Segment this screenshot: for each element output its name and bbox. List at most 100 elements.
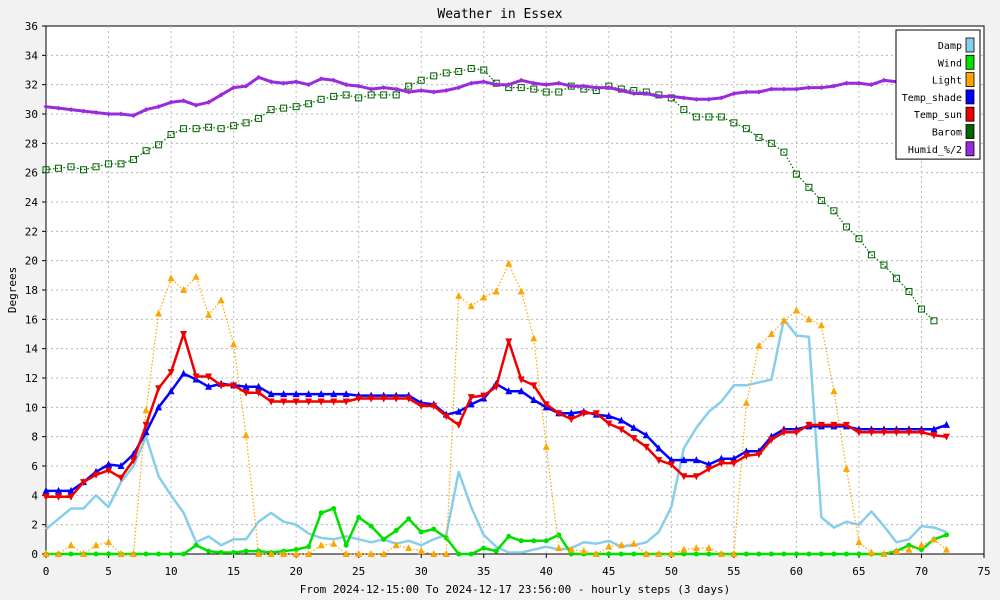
y-tick-label: 22: [25, 225, 38, 238]
light-point: [305, 550, 313, 557]
temp-sun-point: [530, 382, 538, 390]
humid-2-point: [806, 85, 812, 91]
legend-label-temp-sun: Temp_sun: [914, 110, 962, 121]
barom-point: [242, 119, 250, 127]
wind-point: [243, 548, 249, 554]
light-point: [330, 539, 338, 547]
legend-swatch-humid-2: [965, 141, 975, 157]
temp-shade-point: [692, 456, 700, 464]
humid-2-point: [643, 90, 649, 96]
temp-sun-point: [55, 493, 63, 501]
wind-point: [168, 551, 174, 557]
temp-sun-point: [705, 465, 713, 473]
barom-point: [167, 131, 175, 139]
y-tick-label: 20: [25, 255, 38, 268]
humid-2-point: [518, 77, 524, 83]
light-point: [55, 550, 63, 557]
light-point: [642, 550, 650, 557]
light-point: [655, 550, 663, 557]
humid-2-point: [256, 74, 262, 80]
light-point: [817, 321, 825, 329]
legend-swatch-temp-sun: [965, 106, 975, 122]
x-tick-label: 15: [227, 565, 240, 578]
temp-shade-point: [605, 412, 613, 420]
barom-point: [755, 133, 763, 141]
temp-sun-point: [367, 395, 375, 403]
light-point: [530, 334, 538, 342]
barom-point: [717, 113, 725, 121]
barom-point: [480, 66, 488, 74]
light-point: [630, 539, 638, 547]
legend-label-damp: Damp: [938, 41, 962, 52]
y-tick-label: 30: [25, 108, 38, 121]
light-point: [917, 541, 925, 549]
temp-sun-point: [642, 443, 650, 451]
barom-point: [342, 91, 350, 99]
wind-point: [418, 529, 424, 535]
temp-sun-point: [867, 429, 875, 437]
x-tick-label: 35: [477, 565, 490, 578]
y-tick-label: 6: [31, 460, 38, 473]
wind-point: [231, 550, 237, 556]
temp-shade-point: [630, 423, 638, 431]
temp-sun-point: [542, 401, 550, 409]
barom-point: [430, 72, 438, 80]
legend-label-light: Light: [932, 76, 962, 87]
wind-point: [343, 542, 349, 548]
light-point: [42, 550, 50, 557]
humid-2-point: [181, 98, 187, 104]
barom-point: [767, 139, 775, 147]
light-point: [705, 544, 713, 552]
barom-point: [230, 122, 238, 130]
temp-sun-point: [180, 331, 188, 338]
light-point: [292, 550, 300, 557]
light-point: [155, 309, 163, 317]
light-point: [667, 550, 675, 557]
y-tick-label: 28: [25, 137, 38, 150]
wind-point: [468, 551, 474, 557]
temp-shade-point: [105, 460, 113, 468]
light-point: [605, 542, 613, 550]
temp-shade-point: [117, 462, 125, 469]
series-light: [42, 259, 950, 557]
light-point: [867, 548, 875, 556]
wind-point: [293, 547, 299, 553]
barom-point: [917, 305, 925, 313]
temp-sun-point: [317, 398, 325, 406]
humid-2-point: [781, 86, 787, 92]
x-tick-label: 45: [602, 565, 615, 578]
wind-point: [768, 551, 774, 557]
y-tick-label: 36: [25, 20, 38, 33]
light-point: [892, 547, 900, 555]
wind-point: [918, 547, 924, 553]
series-damp: [45, 318, 947, 554]
temp-shade-point: [705, 460, 713, 468]
x-tick-label: 30: [415, 565, 428, 578]
barom-point: [255, 114, 263, 122]
humid-2-point: [843, 80, 849, 86]
humid-2-point: [343, 82, 349, 88]
barom-point: [217, 125, 225, 133]
humid-2-point: [631, 90, 637, 96]
barom-point: [292, 103, 300, 111]
humid-2-point: [693, 96, 699, 102]
wind-point: [568, 551, 574, 557]
light-point: [755, 341, 763, 349]
temp-shade-point: [655, 444, 663, 452]
temp-sun-point: [405, 395, 413, 403]
series-barom: [42, 65, 938, 325]
humid-2-point: [531, 80, 537, 86]
barom-point: [305, 100, 313, 108]
wind-point: [706, 551, 712, 557]
temp-shade-point: [667, 456, 675, 464]
temp-shade-point: [305, 390, 313, 398]
light-point: [67, 541, 75, 549]
barom-point: [880, 261, 888, 269]
light-point: [617, 541, 625, 549]
y-tick-label: 14: [25, 343, 39, 356]
barom-point: [867, 251, 875, 259]
humid-2-point: [331, 77, 337, 83]
temp-sun-point: [130, 457, 138, 465]
humid-2-point: [706, 96, 712, 102]
humid-2-point: [506, 82, 512, 88]
